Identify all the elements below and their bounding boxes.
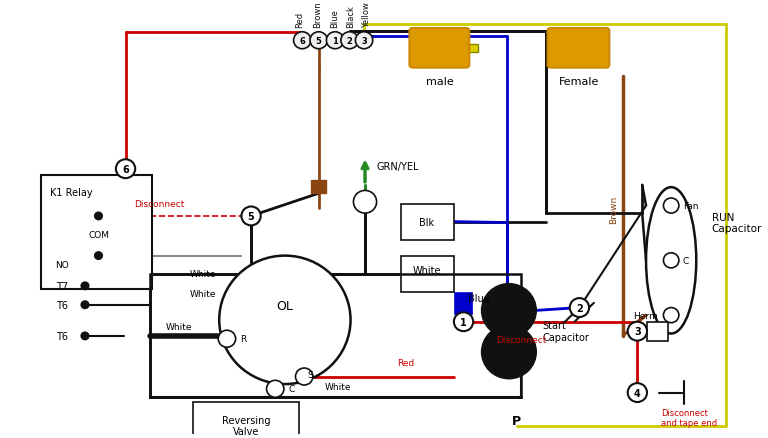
Text: White: White <box>412 265 441 275</box>
Text: GRN/YEL: GRN/YEL <box>376 162 419 172</box>
Circle shape <box>627 322 647 341</box>
Text: Black: Black <box>346 5 356 28</box>
Ellipse shape <box>646 188 697 334</box>
Circle shape <box>310 33 327 49</box>
Circle shape <box>81 332 89 340</box>
Circle shape <box>356 33 372 49</box>
Circle shape <box>293 33 311 49</box>
Bar <box>455 294 472 314</box>
Circle shape <box>664 198 679 214</box>
Text: P: P <box>512 414 521 427</box>
Text: Red: Red <box>295 12 304 28</box>
Bar <box>401 204 454 240</box>
Text: 1: 1 <box>460 317 467 327</box>
FancyBboxPatch shape <box>409 29 469 68</box>
Bar <box>41 176 151 289</box>
Bar <box>193 402 300 438</box>
Text: White: White <box>165 322 192 332</box>
Circle shape <box>627 383 647 402</box>
Text: Yellow: Yellow <box>362 2 372 28</box>
Circle shape <box>570 298 589 317</box>
Circle shape <box>266 381 284 397</box>
Text: Brown: Brown <box>313 1 322 28</box>
Circle shape <box>94 213 102 220</box>
Text: 3: 3 <box>634 326 641 336</box>
Text: 5: 5 <box>316 37 322 46</box>
Circle shape <box>353 191 376 214</box>
Text: Blk: Blk <box>419 217 435 227</box>
Circle shape <box>94 252 102 260</box>
Circle shape <box>218 331 236 347</box>
Text: COM: COM <box>88 230 109 240</box>
Text: 6: 6 <box>122 164 129 174</box>
Text: T6: T6 <box>56 331 68 341</box>
Text: S: S <box>307 370 313 379</box>
Circle shape <box>664 253 679 268</box>
Circle shape <box>664 308 679 323</box>
Text: R: R <box>240 335 247 343</box>
Circle shape <box>326 33 344 49</box>
Bar <box>311 180 326 194</box>
FancyBboxPatch shape <box>548 29 609 68</box>
Circle shape <box>81 283 89 290</box>
Circle shape <box>219 256 350 384</box>
Text: 5: 5 <box>248 212 254 222</box>
Text: T6: T6 <box>56 300 68 310</box>
Text: White: White <box>190 290 216 298</box>
Text: Red: Red <box>397 358 414 367</box>
Text: 4: 4 <box>634 388 641 398</box>
Text: Start
Capacitor: Start Capacitor <box>543 321 590 342</box>
Bar <box>647 322 668 341</box>
Text: Blue: Blue <box>330 9 339 28</box>
Text: Herm: Herm <box>633 311 657 320</box>
Text: Blue: Blue <box>468 293 490 304</box>
Bar <box>150 275 521 397</box>
Bar <box>458 45 478 53</box>
Text: White: White <box>190 270 216 279</box>
Text: C: C <box>289 385 295 393</box>
Circle shape <box>482 326 536 378</box>
Circle shape <box>482 284 536 337</box>
Text: 2: 2 <box>576 303 583 313</box>
Circle shape <box>296 368 313 385</box>
Text: White: White <box>325 382 351 391</box>
Text: male: male <box>425 77 453 87</box>
Text: Brown: Brown <box>609 195 618 223</box>
Circle shape <box>241 207 261 226</box>
Circle shape <box>81 301 89 309</box>
Text: K1 Relay: K1 Relay <box>50 187 93 197</box>
Text: Female: Female <box>559 77 600 87</box>
Text: OL: OL <box>276 300 293 312</box>
Text: NO: NO <box>55 261 69 270</box>
Text: Reversing
Valve: Reversing Valve <box>222 415 270 436</box>
Text: C: C <box>683 256 689 265</box>
Text: 6: 6 <box>300 37 305 46</box>
Text: Disconnect
and tape end: Disconnect and tape end <box>661 408 717 427</box>
Text: 2: 2 <box>346 37 353 46</box>
Text: Disconnect: Disconnect <box>134 200 184 209</box>
Text: Disconnect: Disconnect <box>496 335 547 344</box>
Circle shape <box>454 313 473 332</box>
Text: 1: 1 <box>332 37 338 46</box>
Bar <box>401 256 454 292</box>
Text: RUN
Capacitor: RUN Capacitor <box>712 212 762 234</box>
Text: T7: T7 <box>56 281 68 291</box>
Circle shape <box>116 160 135 179</box>
Circle shape <box>341 33 358 49</box>
Text: Fan: Fan <box>683 201 698 211</box>
Text: 3: 3 <box>361 37 367 46</box>
